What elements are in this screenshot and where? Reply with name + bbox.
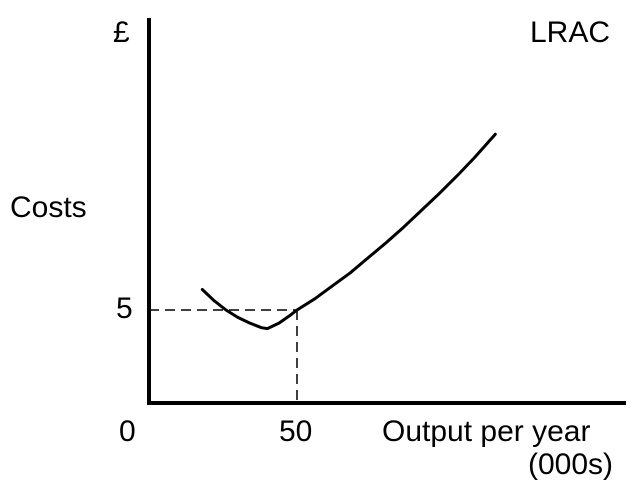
lrac-curve xyxy=(200,132,497,331)
x-origin-label: 0 xyxy=(119,415,136,448)
y-tick-label: 5 xyxy=(116,292,133,325)
x-axis-label: Output per year xyxy=(382,415,591,448)
x-unit-label: (000s) xyxy=(528,448,614,481)
x-tick-label: 50 xyxy=(279,415,313,448)
series-label-lrac: LRAC xyxy=(530,16,611,49)
y-unit-label: £ xyxy=(113,16,130,49)
y-axis-label: Costs xyxy=(10,191,87,224)
